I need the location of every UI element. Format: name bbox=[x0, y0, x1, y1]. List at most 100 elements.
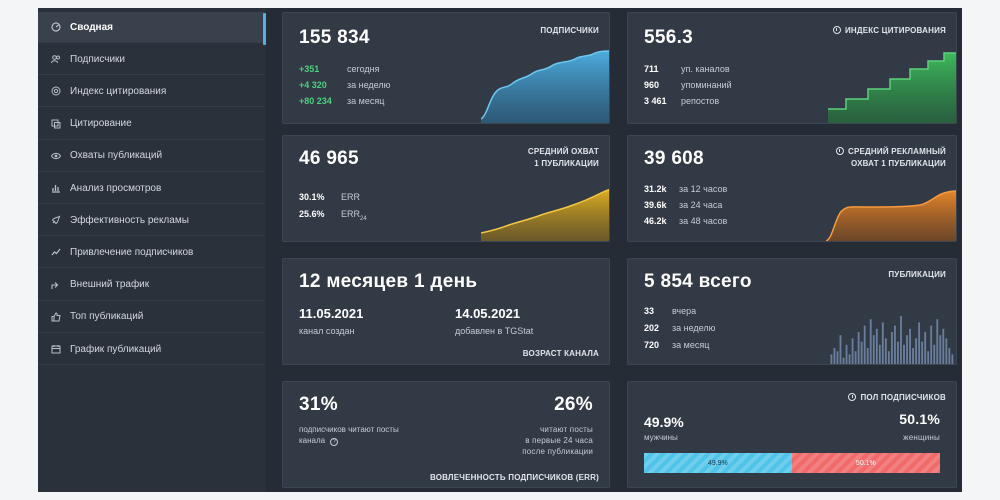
publications-title: ПУБЛИКАЦИИ bbox=[888, 270, 946, 279]
average-reach-card[interactable]: 46 965 СРЕДНИЙ ОХВАТ 1 ПУБЛИКАЦИИ 30.1% ER… bbox=[282, 135, 610, 242]
sidebar-item-label: Охваты публикаций bbox=[70, 150, 163, 162]
channel-age-card[interactable]: 12 месяцев 1 день 11.05.2021 канал созда… bbox=[282, 258, 610, 365]
line-chart-icon bbox=[51, 247, 61, 257]
rocket-icon bbox=[51, 215, 61, 225]
publications-bar bbox=[833, 348, 836, 364]
publications-bar bbox=[912, 348, 914, 364]
publications-bar bbox=[948, 348, 951, 364]
publications-bar bbox=[857, 332, 860, 364]
info-icon[interactable]: ? bbox=[330, 438, 339, 446]
publications-bar bbox=[842, 357, 845, 364]
sidebar-item[interactable]: Внешний трафик bbox=[38, 270, 264, 301]
users-icon bbox=[51, 54, 61, 64]
channel-age-title: ВОЗРАСТ КАНАЛА bbox=[522, 349, 599, 358]
sidebar-item-label: Топ публикаций bbox=[70, 311, 144, 323]
publications-bar bbox=[848, 354, 851, 364]
publications-bar bbox=[854, 351, 857, 364]
sidebar-item-label: Эффективность рекламы bbox=[70, 214, 189, 226]
sidebar-item[interactable]: График публикаций bbox=[38, 334, 264, 365]
publications-bar bbox=[936, 319, 939, 364]
publications-bar bbox=[839, 335, 842, 364]
active-indicator bbox=[263, 13, 266, 45]
publications-bar bbox=[866, 348, 869, 364]
sidebar-item-label: Подписчики bbox=[70, 53, 126, 65]
publications-bar bbox=[915, 338, 917, 364]
clock-icon bbox=[832, 26, 841, 34]
quote-icon bbox=[51, 119, 61, 129]
publications-bar bbox=[878, 344, 881, 364]
publications-bar bbox=[942, 328, 945, 364]
male-value: 49.9% bbox=[644, 414, 684, 430]
channel-age-total: 12 месяцев 1 день bbox=[299, 271, 478, 292]
publications-bar bbox=[900, 316, 902, 364]
created-label: канал создан bbox=[299, 326, 355, 336]
sidebar-item-label: Внешний трафик bbox=[70, 279, 150, 291]
publications-bar bbox=[872, 335, 875, 364]
calendar-icon bbox=[51, 344, 61, 354]
dashboard-icon bbox=[51, 22, 61, 32]
added-label: добавлен в TGStat bbox=[455, 326, 534, 336]
citation-index-total: 556.3 bbox=[644, 27, 694, 48]
sidebar-item[interactable]: Топ публикаций bbox=[38, 302, 264, 333]
gender-title: ПОЛ ПОДПИСЧИКОВ bbox=[848, 392, 946, 404]
ad-reach-area-chart bbox=[826, 190, 956, 241]
engagement-card[interactable]: 31% подписчиков читают посты канала ? 26… bbox=[282, 381, 610, 488]
publications-card[interactable]: 5 854 всего ПУБЛИКАЦИИ 33 вчера 202 за нед… bbox=[627, 258, 957, 365]
publications-bar bbox=[921, 341, 924, 364]
publications-bar bbox=[845, 344, 848, 364]
sidebar-item[interactable]: Привлечение подписчиков bbox=[38, 237, 264, 269]
sidebar-item-label: Цитирование bbox=[70, 118, 132, 130]
publications-bar bbox=[903, 344, 905, 364]
publications-bar bbox=[887, 351, 890, 364]
publications-bar bbox=[890, 332, 893, 364]
publications-bar bbox=[860, 341, 863, 364]
clock-icon bbox=[835, 147, 844, 155]
clock-icon bbox=[848, 393, 857, 401]
publications-bar bbox=[869, 319, 872, 364]
sidebar: Сводная Подписчики Индекс цитирования Цитир… bbox=[38, 8, 266, 492]
sidebar-item-label: Сводная bbox=[70, 21, 113, 33]
publications-bar bbox=[863, 325, 866, 364]
publications-bar bbox=[918, 322, 921, 364]
engagement-right-value: 26% bbox=[554, 394, 593, 415]
publications-bar bbox=[830, 354, 833, 364]
gender-bar: 49.9% 50.1% bbox=[644, 453, 940, 473]
male-label: мужчины bbox=[644, 433, 678, 442]
citation-index-title: ИНДЕКС ЦИТИРОВАНИЯ bbox=[832, 25, 946, 37]
sidebar-item[interactable]: Анализ просмотров bbox=[38, 173, 264, 204]
citation-index-card[interactable]: 556.3 ИНДЕКС ЦИТИРОВАНИЯ 711 уп. каналов … bbox=[627, 12, 957, 124]
publications-total: 5 854 всего bbox=[644, 271, 752, 292]
citation-step-chart bbox=[828, 52, 956, 123]
sidebar-item[interactable]: Цитирование bbox=[38, 109, 264, 140]
publications-bar bbox=[884, 338, 887, 364]
thumbs-up-icon bbox=[51, 312, 61, 322]
added-date: 14.05.2021 bbox=[455, 306, 521, 321]
publications-bar bbox=[939, 335, 942, 364]
engagement-title: ВОВЛЕЧЕННОСТЬ ПОДПИСЧИКОВ (ERR) bbox=[429, 473, 599, 482]
publications-bar bbox=[836, 351, 839, 364]
at-icon bbox=[51, 86, 61, 96]
female-segment: 50.1% bbox=[791, 453, 940, 473]
publications-bar bbox=[906, 335, 908, 364]
male-segment: 49.9% bbox=[644, 453, 792, 473]
sidebar-item[interactable]: Сводная bbox=[38, 12, 264, 43]
publications-bar bbox=[897, 341, 899, 364]
publications-bar bbox=[894, 325, 896, 364]
subscribers-card[interactable]: 155 834 ПОДПИСЧИКИ +351 сегодня +4 320 за … bbox=[282, 12, 610, 124]
sidebar-item-label: График публикаций bbox=[70, 343, 162, 355]
subscribers-total: 155 834 bbox=[299, 27, 370, 48]
sidebar-item-label: Индекс цитирования bbox=[70, 85, 167, 97]
engagement-left-value: 31% bbox=[299, 394, 338, 415]
sidebar-item[interactable]: Эффективность рекламы bbox=[38, 205, 264, 237]
sidebar-item[interactable]: Индекс цитирования bbox=[38, 76, 264, 108]
bar-chart-icon bbox=[51, 183, 61, 193]
publications-bar bbox=[933, 344, 936, 364]
gender-card[interactable]: ПОЛ ПОДПИСЧИКОВ 49.9% мужчины 50.1% женщ… bbox=[627, 381, 957, 488]
subscribers-title: ПОДПИСЧИКИ bbox=[540, 26, 599, 35]
dashboard-frame: Сводная Подписчики Индекс цитирования Цитир… bbox=[38, 8, 962, 492]
external-icon bbox=[51, 280, 61, 290]
sidebar-item[interactable]: Охваты публикаций bbox=[38, 141, 264, 172]
sidebar-item[interactable]: Подписчики bbox=[38, 44, 264, 76]
ad-reach-card[interactable]: 39 608 СРЕДНИЙ РЕКЛАМНЫЙ ОХВАТ 1 ПУБЛИКАЦ… bbox=[627, 135, 957, 242]
publications-bar bbox=[875, 328, 878, 364]
